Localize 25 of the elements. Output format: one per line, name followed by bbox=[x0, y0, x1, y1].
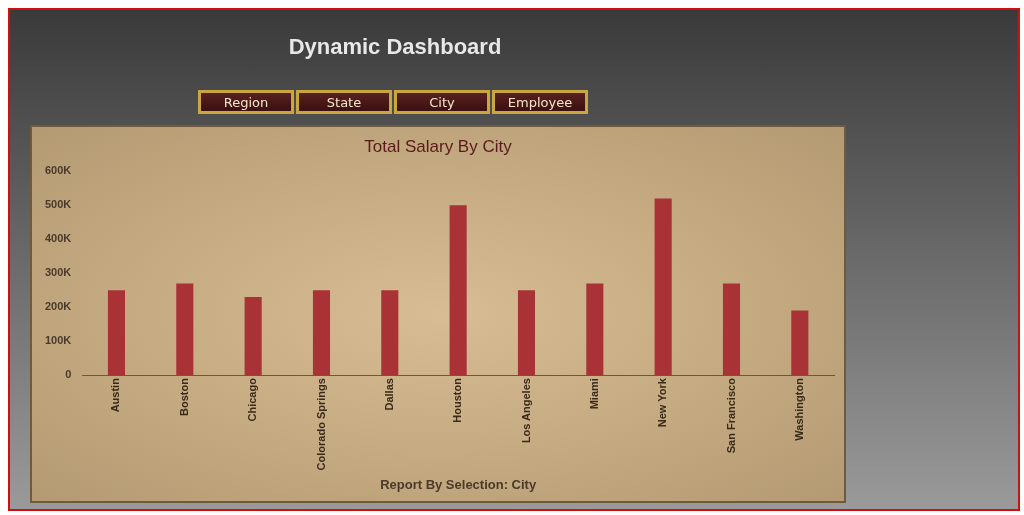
chart-subtitle: Dynamic Dashboard bbox=[287, 34, 503, 60]
x-tick-label: Austin bbox=[109, 377, 122, 413]
x-tick-label: San Francisco bbox=[724, 377, 737, 454]
chart-title: Total Salary By City bbox=[364, 136, 513, 156]
x-tick-label: Dallas bbox=[382, 378, 395, 411]
y-tick-label: 600K bbox=[45, 164, 72, 177]
text: Employee bbox=[492, 90, 588, 114]
text: State bbox=[296, 90, 392, 114]
text: Region bbox=[198, 90, 294, 114]
y-tick-label: 400K bbox=[45, 232, 72, 245]
x-tick-label: Chicago bbox=[246, 377, 259, 422]
x-tick-label: Los Angeles bbox=[519, 378, 532, 444]
y-tick-label: 100K bbox=[45, 334, 72, 347]
x-tick-label: Colorado Springs bbox=[314, 378, 327, 471]
x-tick-label: Miami bbox=[587, 378, 600, 410]
x-tick-label: New York bbox=[656, 377, 669, 428]
y-tick-label: 0 bbox=[65, 368, 72, 381]
x-axis-title: Report By Selection: City bbox=[380, 476, 537, 492]
text: City bbox=[394, 90, 490, 114]
y-tick-label: 200K bbox=[45, 300, 72, 313]
x-tick-label: Boston bbox=[177, 377, 190, 417]
y-tick-label: 500K bbox=[45, 198, 72, 211]
x-tick-label: Houston bbox=[451, 377, 464, 423]
x-tick-label: Washington bbox=[792, 377, 805, 441]
y-tick-label: 300K bbox=[45, 266, 72, 279]
